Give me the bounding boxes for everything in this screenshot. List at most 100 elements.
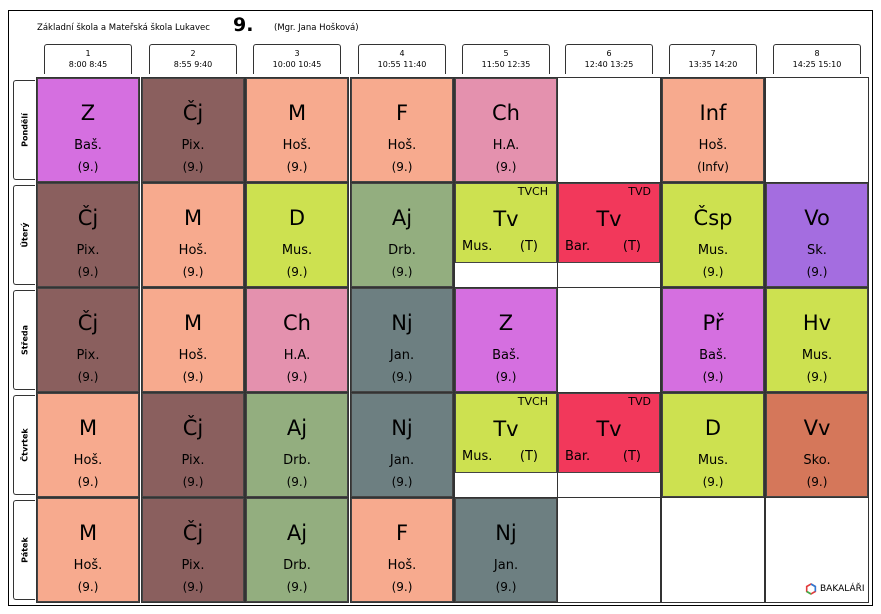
timetable-slot bbox=[765, 497, 869, 603]
class-teacher: (Mgr. Jana Hošková) bbox=[274, 23, 359, 33]
lesson-card[interactable]: Hv Mus. (9.) bbox=[766, 288, 868, 392]
lesson-subject: F bbox=[395, 101, 409, 125]
lesson-room: (9.) bbox=[495, 580, 517, 594]
lesson-card[interactable]: Z Baš. (9.) bbox=[37, 78, 139, 182]
day-label: Pondělí bbox=[13, 80, 35, 180]
lesson-subject: Aj bbox=[391, 206, 413, 230]
lesson-teacher: Bar. bbox=[565, 449, 591, 464]
lesson-card[interactable]: Vo Sk. (9.) bbox=[766, 183, 868, 287]
lesson-room: (9.) bbox=[77, 580, 99, 594]
lesson-card[interactable]: TVCH Tv Mus. (T) bbox=[455, 183, 557, 263]
lesson-card[interactable]: Čsp Mus. (9.) bbox=[662, 183, 764, 287]
period-time: 11:50 12:35 bbox=[481, 60, 531, 69]
lesson-card[interactable]: M Hoš. (9.) bbox=[37, 393, 139, 497]
lesson-teacher: Jan. bbox=[389, 348, 415, 363]
lesson-room: (9.) bbox=[182, 475, 204, 489]
lesson-card[interactable]: TVD Tv Bar. (T) bbox=[558, 393, 660, 473]
lesson-teacher: Hoš. bbox=[178, 243, 208, 258]
period-number: 7 bbox=[710, 49, 716, 58]
lesson-room: (9.) bbox=[182, 160, 204, 174]
lesson-teacher: Mus. bbox=[801, 348, 833, 363]
lesson-room: (9.) bbox=[77, 370, 99, 384]
lesson-group: TVCH bbox=[517, 185, 548, 198]
day-name: Čtvrtek bbox=[20, 428, 29, 462]
lesson-room: (9.) bbox=[806, 265, 828, 279]
lesson-card[interactable]: TVD Tv Bar. (T) bbox=[558, 183, 660, 263]
timetable-slot bbox=[661, 497, 765, 603]
lesson-card[interactable]: F Hoš. (9.) bbox=[351, 78, 453, 182]
lesson-subject: D bbox=[704, 416, 722, 440]
lesson-room: (9.) bbox=[286, 160, 308, 174]
lesson-subject: Aj bbox=[286, 416, 308, 440]
lesson-card[interactable]: M Hoš. (9.) bbox=[142, 183, 244, 287]
lesson-teacher: Pix. bbox=[76, 243, 100, 258]
lesson-teacher: Pix. bbox=[181, 453, 205, 468]
day-label: Úterý bbox=[13, 185, 35, 285]
lesson-card[interactable]: Inf Hoš. (Infv) bbox=[662, 78, 764, 182]
period-header: 1 8:00 8:45 bbox=[44, 44, 132, 74]
lesson-room: (T) bbox=[622, 239, 641, 254]
day-name: Úterý bbox=[20, 222, 29, 248]
lesson-subject: Tv bbox=[596, 417, 622, 441]
lesson-subject: Nj bbox=[391, 311, 413, 335]
lesson-subject: Př bbox=[702, 311, 724, 335]
lesson-card[interactable]: Ch H.A. (9.) bbox=[246, 288, 348, 392]
lesson-card[interactable]: D Mus. (9.) bbox=[246, 183, 348, 287]
lesson-teacher: Mus. bbox=[462, 449, 493, 464]
period-time: 13:35 14:20 bbox=[688, 60, 738, 69]
lesson-card[interactable]: Aj Drb. (9.) bbox=[246, 393, 348, 497]
lesson-card[interactable]: M Hoš. (9.) bbox=[246, 78, 348, 182]
lesson-subject: Vv bbox=[803, 416, 831, 440]
lesson-teacher: H.A. bbox=[492, 138, 520, 153]
lesson-card[interactable]: Čj Pix. (9.) bbox=[142, 78, 244, 182]
period-number: 5 bbox=[503, 49, 509, 58]
lesson-card[interactable]: Př Baš. (9.) bbox=[662, 288, 764, 392]
lesson-card[interactable]: Čj Pix. (9.) bbox=[37, 288, 139, 392]
lesson-card[interactable]: F Hoš. (9.) bbox=[351, 498, 453, 602]
lesson-room: (Infv) bbox=[697, 160, 729, 174]
day-name: Středa bbox=[20, 324, 29, 356]
lesson-card[interactable]: TVCH Tv Mus. (T) bbox=[455, 393, 557, 473]
lesson-teacher: Pix. bbox=[181, 138, 205, 153]
lesson-card[interactable]: Čj Pix. (9.) bbox=[37, 183, 139, 287]
day-label: Středa bbox=[13, 290, 35, 390]
lesson-card[interactable]: Z Baš. (9.) bbox=[455, 288, 557, 392]
lesson-teacher: Sk. bbox=[807, 243, 827, 258]
timetable-slot bbox=[765, 77, 869, 183]
bakalari-logo-icon bbox=[805, 583, 817, 595]
period-header: 3 10:00 10:45 bbox=[253, 44, 341, 74]
lesson-card[interactable]: Vv Sko. (9.) bbox=[766, 393, 868, 497]
period-header: 7 13:35 14:20 bbox=[669, 44, 757, 74]
lesson-subject: Čj bbox=[77, 311, 99, 335]
lesson-card[interactable]: Nj Jan. (9.) bbox=[351, 393, 453, 497]
lesson-teacher: Baš. bbox=[492, 348, 520, 363]
lesson-teacher: Hoš. bbox=[698, 138, 728, 153]
lesson-card[interactable]: Ch H.A. (9.) bbox=[455, 78, 557, 182]
period-time: 12:40 13:25 bbox=[584, 60, 634, 69]
lesson-subject: Čsp bbox=[693, 206, 733, 230]
lesson-card[interactable]: Nj Jan. (9.) bbox=[351, 288, 453, 392]
lesson-card[interactable]: Čj Pix. (9.) bbox=[142, 393, 244, 497]
lesson-card[interactable]: D Mus. (9.) bbox=[662, 393, 764, 497]
period-header: 6 12:40 13:25 bbox=[565, 44, 653, 74]
lesson-card[interactable]: M Hoš. (9.) bbox=[37, 498, 139, 602]
day-label: Pátek bbox=[13, 500, 35, 600]
lesson-room: (9.) bbox=[286, 370, 308, 384]
lesson-room: (T) bbox=[622, 449, 641, 464]
lesson-teacher: Jan. bbox=[493, 558, 519, 573]
lesson-subject: Čj bbox=[77, 206, 99, 230]
lesson-room: (9.) bbox=[391, 265, 413, 279]
lesson-card[interactable]: Čj Pix. (9.) bbox=[142, 498, 244, 602]
period-time: 10:55 11:40 bbox=[377, 60, 427, 69]
lesson-card[interactable]: Aj Drb. (9.) bbox=[246, 498, 348, 602]
lesson-subject: M bbox=[183, 311, 203, 335]
lesson-room: (9.) bbox=[391, 475, 413, 489]
bakalari-logo: BAKALÁŘI bbox=[805, 583, 865, 595]
lesson-card[interactable]: M Hoš. (9.) bbox=[142, 288, 244, 392]
period-header: 5 11:50 12:35 bbox=[462, 44, 550, 74]
lesson-room: (9.) bbox=[77, 160, 99, 174]
lesson-card[interactable]: Nj Jan. (9.) bbox=[455, 498, 557, 602]
lesson-teacher: Mus. bbox=[697, 243, 729, 258]
lesson-card[interactable]: Aj Drb. (9.) bbox=[351, 183, 453, 287]
period-number: 3 bbox=[294, 49, 300, 58]
